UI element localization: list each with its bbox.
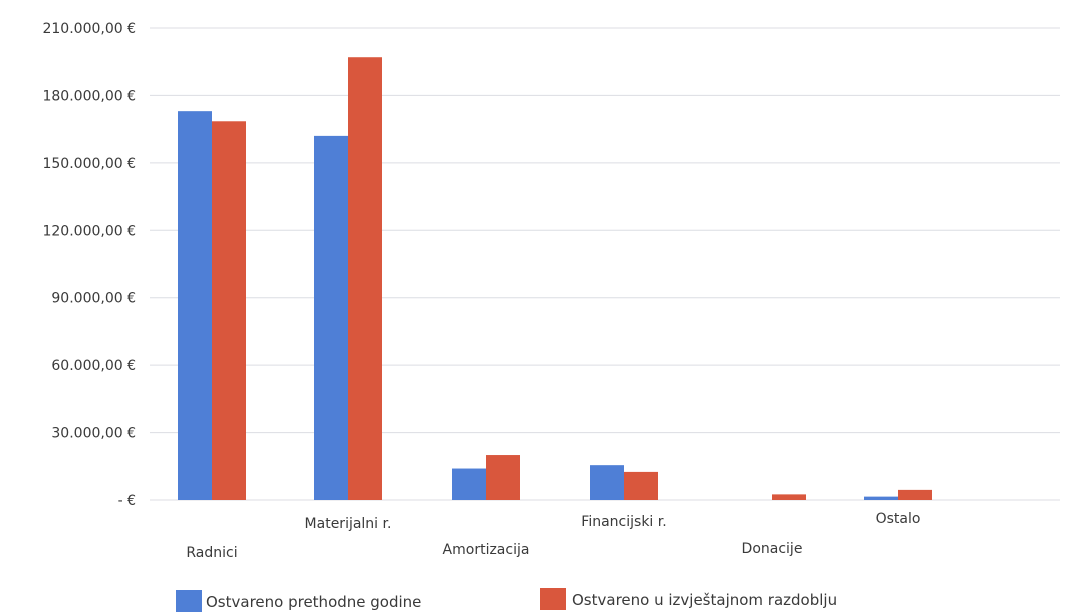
bar-2-amortizacija: [486, 455, 520, 500]
bars: [178, 57, 932, 501]
bar-2-radnici: [212, 121, 246, 501]
bar-1-materijalni-r-: [314, 135, 348, 500]
y-tick-label: 90.000,00 €: [51, 291, 136, 307]
y-tick-label: 150.000,00 €: [42, 156, 136, 172]
y-axis-ticks: - € 30.000,00 € 60.000,00 € 90.000,00 € 120.…: [42, 21, 136, 509]
y-tick-label: 30.000,00 €: [51, 426, 136, 442]
bar-2-financijski-r-: [624, 471, 658, 500]
bar-2-materijalni-r-: [348, 57, 382, 500]
category-label: Ostalo: [876, 511, 921, 527]
legend-swatch-series-1: [176, 590, 202, 612]
bar-2-ostalo: [898, 489, 932, 500]
category-label: Donacije: [742, 541, 803, 557]
bar-1-radnici: [178, 111, 212, 501]
gridlines: [150, 27, 1060, 501]
bar-1-amortizacija: [452, 468, 486, 500]
bar-2-donacije: [772, 494, 806, 500]
category-label: Financijski r.: [581, 514, 666, 530]
y-tick-label: 210.000,00 €: [42, 21, 136, 37]
bar-1-financijski-r-: [590, 465, 624, 500]
legend-swatch-series-2: [540, 588, 566, 610]
y-tick-label: 60.000,00 €: [51, 358, 136, 374]
y-tick-label: 180.000,00 €: [42, 88, 136, 104]
category-label: Materijalni r.: [305, 516, 392, 532]
legend-label-series-2: Ostvareno u izvještajnom razdoblju: [572, 591, 837, 609]
bar-1-ostalo: [864, 496, 898, 500]
y-tick-label: - €: [118, 493, 136, 509]
category-label: Radnici: [186, 545, 237, 561]
legend[interactable]: Ostvareno prethodne godine Ostvareno u i…: [176, 588, 837, 612]
category-labels: Radnici Materijalni r. Amortizacija Financi…: [186, 511, 920, 561]
category-label: Amortizacija: [443, 542, 530, 558]
y-tick-label: 120.000,00 €: [42, 223, 136, 239]
legend-label-series-1: Ostvareno prethodne godine: [206, 593, 421, 611]
